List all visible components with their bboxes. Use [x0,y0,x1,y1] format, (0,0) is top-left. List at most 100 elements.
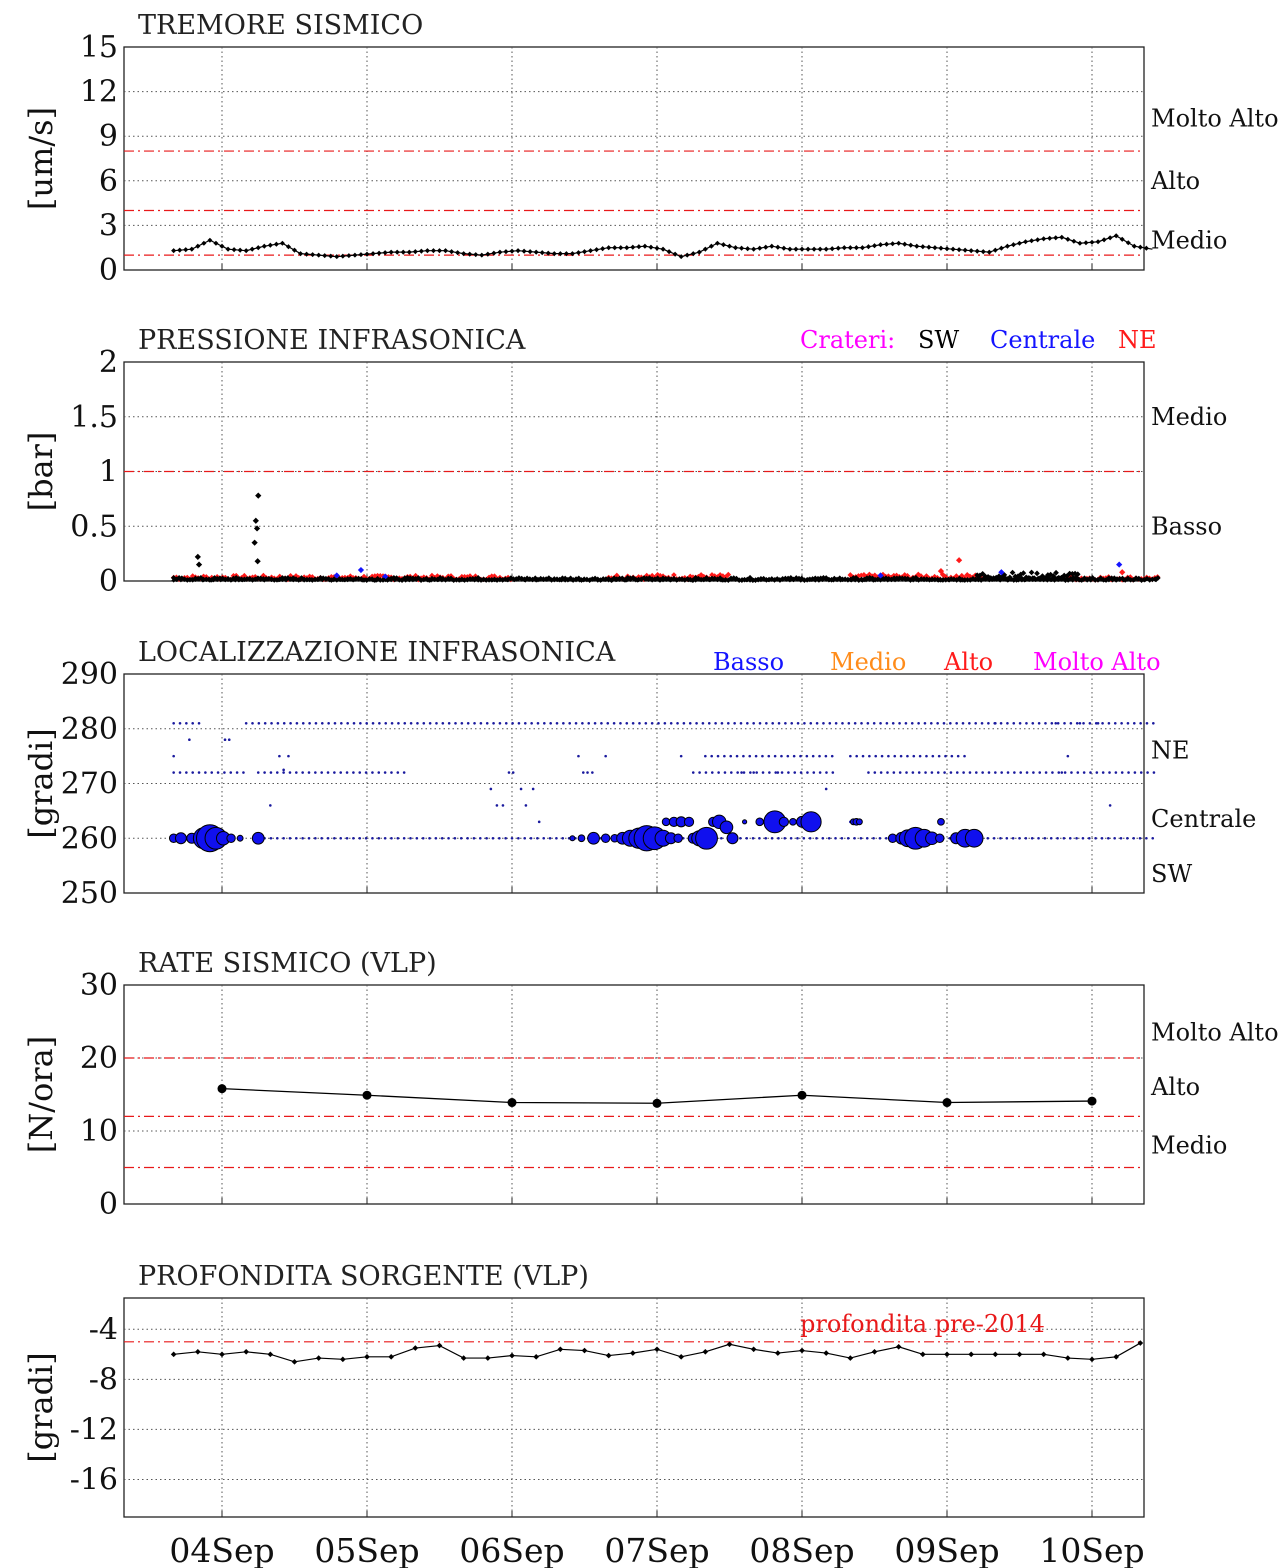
depth-point [1113,1353,1119,1360]
tremor-point [1041,236,1047,242]
pressure-base-point [280,577,285,583]
pressure-peak [1119,569,1126,576]
depth-point [895,1343,902,1350]
location-dot [827,836,831,840]
location-dot [723,771,727,774]
panel-title: RATE SISMICO (VLP) [138,948,437,979]
pressure-base-point [428,578,434,583]
location-dot [577,754,580,758]
location-dot [568,721,571,725]
location-dot [1076,771,1080,774]
location-dot [295,721,299,725]
location-dot [780,771,784,774]
location-dot [1139,771,1143,774]
location-dot [923,721,927,725]
location-dot [1070,771,1073,774]
pressure-base-point [1048,577,1054,583]
location-dot [460,721,464,725]
location-dot [682,721,686,725]
location-dot [288,771,292,774]
tremor-point [811,246,817,252]
location-dot [441,721,445,725]
location-dot [1126,836,1129,840]
location-dot [999,836,1002,840]
x-date-label: 06Sep [459,1531,564,1568]
location-dot [531,787,535,791]
location-dot [345,836,349,840]
location-dot [523,836,526,840]
location-bubble [174,832,187,845]
location-dot [1096,721,1100,725]
location-dot [892,771,896,774]
pressure-base-point [1106,577,1112,583]
pressure-base-point [378,578,383,583]
pressure-base-point [301,578,307,583]
level-label: Basso [1151,512,1222,540]
location-dot [320,836,323,840]
location-dot [1114,771,1118,774]
location-dot [792,754,796,758]
location-dot [1006,771,1010,774]
depth-point [485,1355,491,1361]
location-dot [269,836,273,840]
pressure-base-point [508,577,514,582]
location-dot [447,721,451,725]
location-dot [390,771,393,774]
location-dot [359,721,362,725]
y-tick-label: 0 [99,253,118,288]
location-dot [529,836,533,840]
x-date-label: 07Sep [604,1531,709,1568]
depth-point [702,1348,709,1355]
location-dot [1087,836,1091,840]
pressure-base-point [961,578,967,583]
legend-item: Basso [713,648,784,676]
tremor-point [775,244,781,250]
panel-title: PRESSIONE INFRASONICA [138,325,526,356]
location-dot [507,771,511,774]
location-dot [831,771,835,774]
location-dot [891,721,895,725]
location-dot [761,754,764,758]
location-dot [282,836,285,840]
location-bubble [683,816,695,827]
location-dot [619,721,622,725]
pressure-base-point [755,577,760,582]
location-dot [879,771,883,774]
pressure-base-point [1030,577,1036,583]
panel-title: LOCALIZZAZIONE INFRASONICA [138,637,616,668]
tremor-point [424,248,430,254]
location-dot [742,754,745,758]
location-dot [704,771,708,774]
tremor-point [1071,238,1077,244]
location-dot [924,771,927,774]
location-dot [904,721,908,725]
location-dot [1127,771,1130,774]
location-dot [223,738,227,741]
location-dot [478,836,482,840]
pressure-peak [877,572,884,579]
depth-point [726,1341,733,1348]
location-dot [790,721,794,725]
tremor-point [1113,233,1119,239]
location-dot [873,771,877,774]
tremor-point [714,240,720,246]
pressure-base-point [1026,577,1032,583]
pressure-base-point [330,577,336,583]
location-dot [416,721,419,725]
y-tick-label: 2 [99,345,118,380]
location-dot [1132,721,1136,725]
tremor-point [491,250,497,256]
location-dot [326,836,330,840]
depth-point [750,1346,757,1353]
tremor-point [436,248,443,254]
location-dot [1094,721,1098,725]
location-dot [846,836,850,840]
location-dot [815,836,818,840]
panel-title: TREMORE SISMICO [138,10,423,41]
pressure-base-point [675,577,680,583]
location-dot [216,771,220,774]
location-dot [1044,771,1048,774]
pressure-base-point [559,577,564,583]
location-dot [263,721,267,725]
